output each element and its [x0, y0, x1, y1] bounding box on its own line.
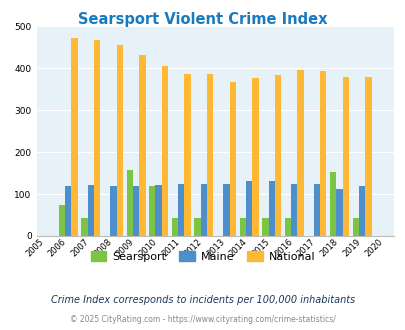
Bar [284, 218, 290, 236]
Bar [290, 184, 297, 236]
Text: Searsport Violent Crime Index: Searsport Violent Crime Index [78, 12, 327, 26]
Bar [132, 186, 139, 236]
Bar [229, 82, 235, 236]
Bar [65, 186, 71, 236]
Bar [194, 218, 200, 236]
Bar [184, 74, 190, 236]
Bar [342, 77, 348, 236]
Bar [171, 218, 178, 236]
Bar [313, 184, 319, 236]
Bar [207, 74, 213, 236]
Bar [358, 186, 364, 236]
Bar [155, 185, 162, 236]
Bar [178, 184, 184, 236]
Bar [274, 75, 281, 236]
Bar [336, 188, 342, 236]
Bar [364, 77, 371, 236]
Bar [223, 184, 229, 236]
Bar [126, 170, 132, 236]
Text: © 2025 CityRating.com - https://www.cityrating.com/crime-statistics/: © 2025 CityRating.com - https://www.city… [70, 315, 335, 324]
Bar [110, 186, 116, 236]
Bar [71, 38, 77, 236]
Bar [162, 66, 168, 236]
Bar [329, 172, 336, 236]
Bar [268, 181, 274, 236]
Bar [200, 184, 207, 236]
Bar [116, 45, 123, 236]
Bar [87, 185, 94, 236]
Bar [319, 71, 326, 236]
Bar [94, 40, 100, 236]
Bar [262, 218, 268, 236]
Text: Crime Index corresponds to incidents per 100,000 inhabitants: Crime Index corresponds to incidents per… [51, 295, 354, 305]
Bar [352, 218, 358, 236]
Bar [81, 218, 87, 236]
Bar [139, 55, 145, 236]
Bar [252, 78, 258, 236]
Bar [297, 70, 303, 236]
Legend: Searsport, Maine, National: Searsport, Maine, National [86, 247, 319, 267]
Bar [59, 205, 65, 236]
Bar [149, 186, 155, 236]
Bar [239, 218, 245, 236]
Bar [245, 182, 252, 236]
